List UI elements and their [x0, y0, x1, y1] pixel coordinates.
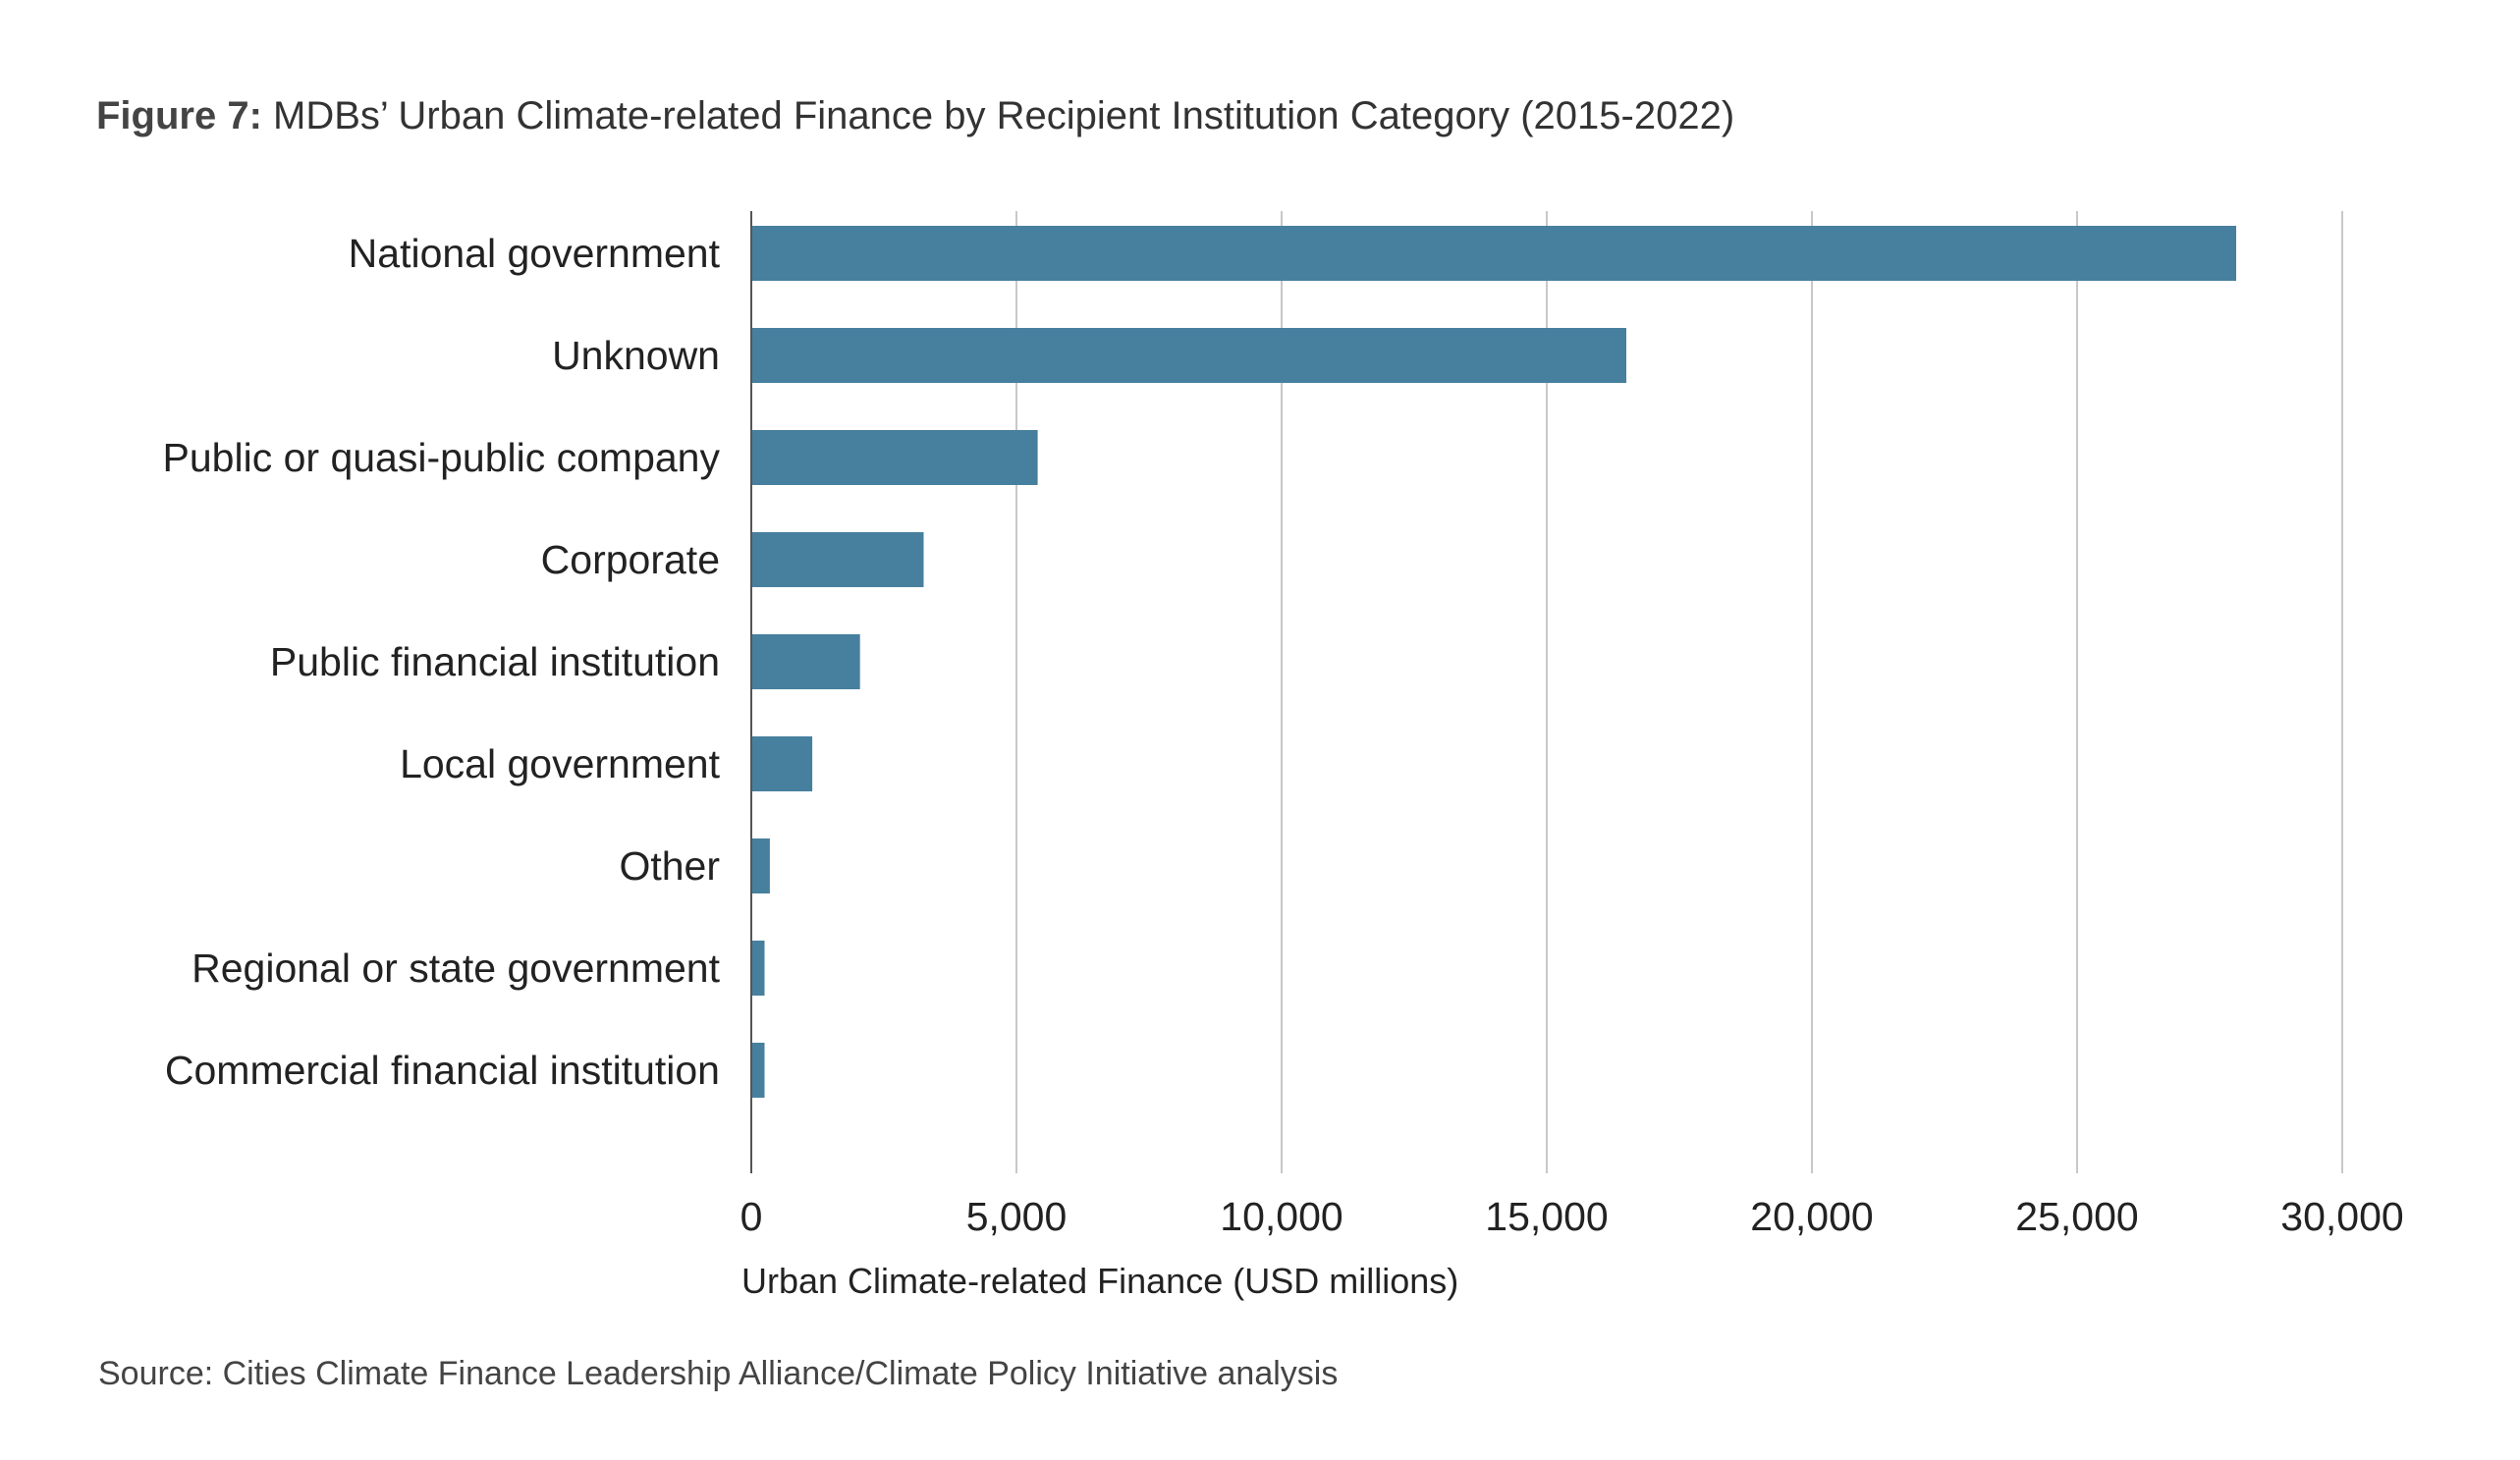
bar-7 [751, 941, 765, 996]
category-label-3: Corporate [541, 537, 720, 582]
bar-8 [751, 1043, 765, 1098]
category-label-0: National government [349, 231, 721, 276]
bar-5 [751, 736, 813, 791]
x-tick-label-6: 30,000 [2280, 1194, 2403, 1239]
bar-6 [751, 838, 770, 893]
x-tick-label-1: 5,000 [966, 1194, 1068, 1239]
bar-4 [751, 634, 860, 689]
bar-3 [751, 532, 924, 587]
figure-title: MDBs’ Urban Climate-related Finance by R… [273, 94, 1735, 137]
source-note: Source: Cities Climate Finance Leadershi… [98, 1355, 1339, 1392]
figure-label: Figure 7: [96, 94, 262, 137]
category-label-4: Public financial institution [270, 639, 720, 684]
bar-2 [751, 430, 1038, 485]
category-label-6: Other [619, 843, 720, 889]
x-tick-label-5: 25,000 [2015, 1194, 2138, 1239]
category-label-8: Commercial financial institution [165, 1048, 720, 1093]
x-axis-title: Urban Climate-related Finance (USD milli… [741, 1261, 1458, 1301]
x-tick-label-0: 0 [740, 1194, 763, 1239]
bar-0 [751, 226, 2236, 281]
category-label-2: Public or quasi-public company [163, 435, 721, 480]
category-label-1: Unknown [552, 333, 720, 378]
chart-title: Figure 7: MDBs’ Urban Climate-related Fi… [96, 94, 1734, 138]
bar-1 [751, 328, 1626, 383]
category-label-7: Regional or state government [192, 946, 720, 991]
x-tick-label-4: 20,000 [1750, 1194, 1873, 1239]
x-tick-label-2: 10,000 [1220, 1194, 1342, 1239]
category-label-5: Local government [400, 741, 721, 786]
x-tick-label-3: 15,000 [1485, 1194, 1608, 1239]
